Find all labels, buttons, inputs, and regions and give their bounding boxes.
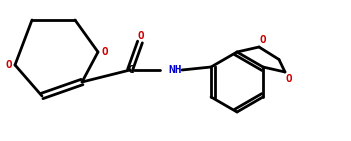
- Text: NH: NH: [168, 65, 181, 75]
- Text: C: C: [127, 65, 133, 75]
- Text: O: O: [5, 60, 12, 70]
- Text: O: O: [260, 35, 267, 45]
- Text: O: O: [101, 47, 108, 57]
- Text: O: O: [286, 74, 293, 84]
- Text: O: O: [138, 31, 144, 41]
